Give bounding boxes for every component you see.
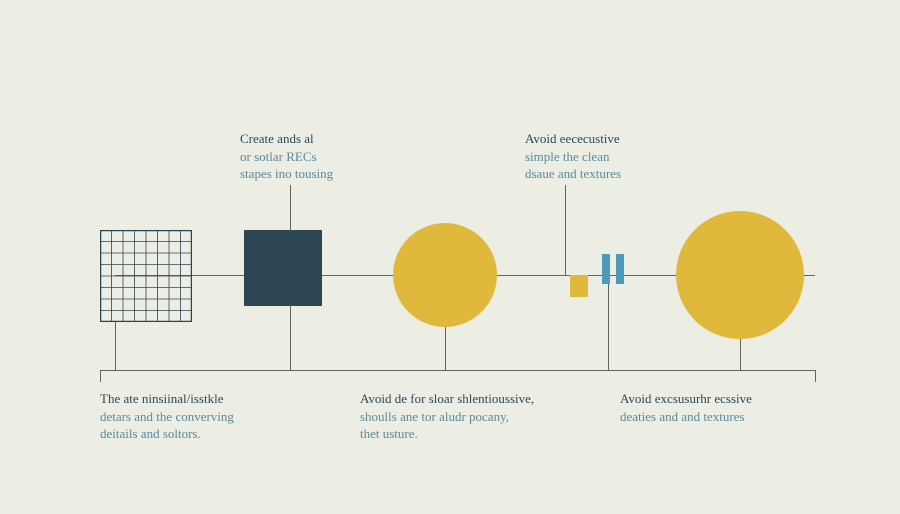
- connector-grid-down: [115, 322, 116, 370]
- caption-bottom-mid: Avoid de for sloar shlentioussive, shoul…: [360, 390, 570, 443]
- caption-line: simple the clean: [525, 148, 695, 166]
- caption-line: deaties and and textures: [620, 408, 810, 426]
- caption-line: shoulls ane tor aludr pocany,: [360, 408, 570, 426]
- caption-line: The ate ninsiinal/isstkle: [100, 390, 300, 408]
- dark-square-shape: [244, 230, 322, 306]
- small-blue-rect-2: [616, 254, 624, 284]
- connector-right-down: [740, 339, 741, 370]
- connector-top-left: [290, 185, 291, 230]
- caption-line: stapes ino tousing: [240, 165, 390, 183]
- caption-line: Avoid excsusurhr ecssive: [620, 390, 810, 408]
- caption-top-left: Create ands al or sotlar RECs stapes ino…: [240, 130, 390, 183]
- caption-line: deitails and soltors.: [100, 425, 300, 443]
- small-blue-rect-1: [602, 254, 610, 284]
- caption-top-right: Avoid eececustive simple the clean dsaue…: [525, 130, 695, 183]
- caption-bottom-right: Avoid excsusurhr ecssive deaties and and…: [620, 390, 810, 425]
- connector-top-right: [565, 185, 566, 275]
- caption-line: or sotlar RECs: [240, 148, 390, 166]
- caption-line: dsaue and textures: [525, 165, 695, 183]
- circle-mid-shape: [393, 223, 497, 327]
- caption-bottom-left: The ate ninsiinal/isstkle detars and the…: [100, 390, 300, 443]
- baseline-right-edge: [815, 370, 816, 382]
- caption-line: detars and the converving: [100, 408, 300, 426]
- grid-square-shape: [100, 230, 192, 322]
- connector-small-down: [608, 284, 609, 370]
- small-yellow-rect: [570, 275, 588, 297]
- diagram-canvas: Create ands al or sotlar RECs stapes ino…: [0, 0, 900, 514]
- connector-square-down: [290, 306, 291, 370]
- baseline: [100, 370, 815, 371]
- caption-line: Avoid de for sloar shlentioussive,: [360, 390, 570, 408]
- caption-line: Create ands al: [240, 130, 390, 148]
- baseline-left-edge: [100, 370, 101, 382]
- connector-circle-down: [445, 327, 446, 370]
- caption-line: Avoid eececustive: [525, 130, 695, 148]
- caption-line: thet usture.: [360, 425, 570, 443]
- circle-right-shape: [676, 211, 804, 339]
